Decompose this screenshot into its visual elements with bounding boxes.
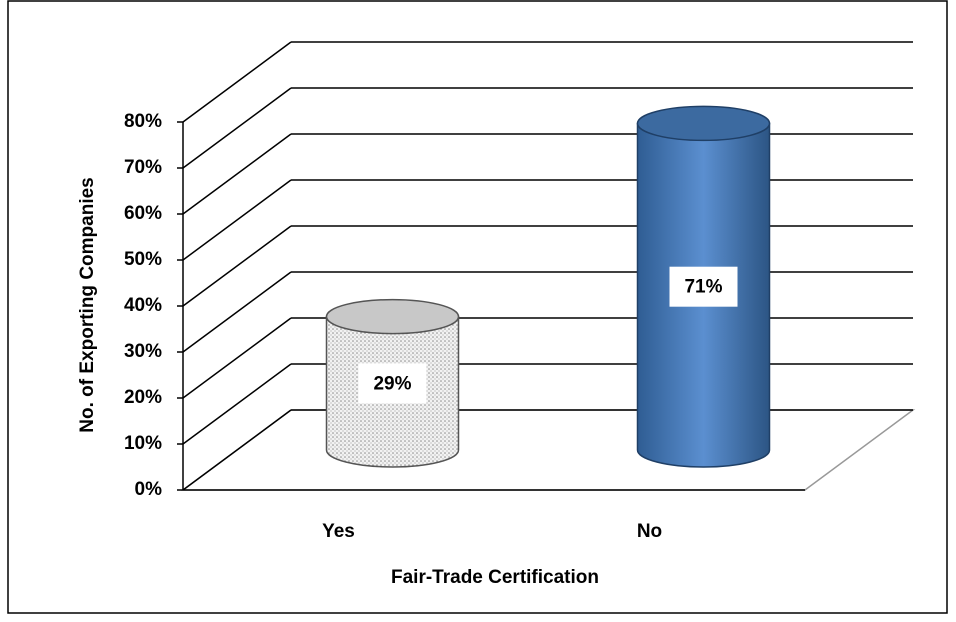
x-tick-label: No xyxy=(637,521,662,542)
value-label-box xyxy=(669,266,738,307)
y-tick-label: 70% xyxy=(124,157,162,178)
side-grid-line xyxy=(182,363,292,445)
side-grid-line xyxy=(182,271,292,353)
cylinder-top xyxy=(636,105,771,142)
y-tick-label: 10% xyxy=(124,433,162,454)
y-tick-label: 50% xyxy=(124,249,162,270)
floor xyxy=(180,409,916,491)
y-tick-label: 0% xyxy=(135,479,163,500)
side-grid-line xyxy=(182,225,292,307)
y-tick-label: 60% xyxy=(124,203,162,224)
side-grid-line xyxy=(182,317,292,399)
side-grid-line xyxy=(182,41,292,123)
side-grid-line xyxy=(182,133,292,215)
y-axis-title: No. of Exporting Companies xyxy=(77,177,98,432)
x-axis-title: Fair-Trade Certification xyxy=(391,567,599,588)
side-grid-line xyxy=(182,409,292,491)
y-tick-label: 80% xyxy=(124,111,162,132)
y-tick-label: 20% xyxy=(124,387,162,408)
x-tick-label: Yes xyxy=(322,521,355,542)
value-label: 29% xyxy=(373,373,411,394)
value-label-box xyxy=(358,363,427,404)
y-tick-label: 40% xyxy=(124,295,162,316)
value-label: 71% xyxy=(684,277,722,298)
cylinder-top xyxy=(325,298,460,335)
chart-border xyxy=(7,0,948,614)
side-grid-line xyxy=(182,87,292,169)
side-grid-line xyxy=(182,179,292,261)
y-tick-label: 30% xyxy=(124,341,162,362)
